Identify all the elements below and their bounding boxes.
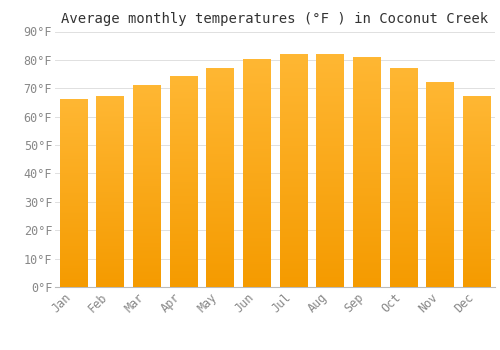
Bar: [280, 54, 307, 287]
Title: Average monthly temperatures (°F ) in Coconut Creek: Average monthly temperatures (°F ) in Co…: [62, 12, 488, 26]
Bar: [426, 83, 454, 287]
Bar: [60, 100, 87, 287]
Bar: [243, 60, 270, 287]
Bar: [133, 85, 160, 287]
Bar: [170, 77, 197, 287]
Bar: [316, 54, 344, 287]
Bar: [353, 57, 380, 287]
Bar: [206, 68, 234, 287]
Bar: [463, 97, 490, 287]
Bar: [96, 97, 124, 287]
Bar: [390, 68, 417, 287]
